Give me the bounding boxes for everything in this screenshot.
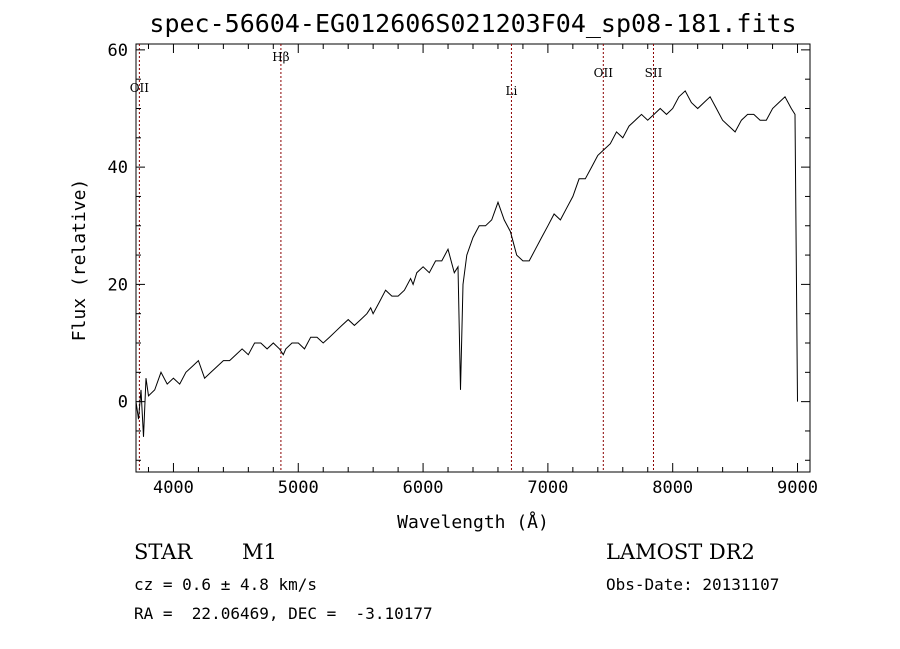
spectral-line-label: SII (645, 66, 663, 80)
spectral-line-label: Li (506, 84, 518, 98)
plot-area (135, 43, 811, 473)
y-tick-label: 0 (118, 393, 128, 413)
x-tick-label: 8000 (652, 478, 693, 498)
x-tick-label: 9000 (777, 478, 818, 498)
spectral-line-label: Hβ (272, 50, 289, 64)
chart-title: spec-56604-EG012606S021203F04_sp08-181.f… (149, 9, 796, 38)
x-tick-label: 7000 (527, 478, 568, 498)
redshift-cz: cz = 0.6 ± 4.8 km/s (134, 575, 318, 594)
y-axis-label: Flux (relative) (69, 179, 90, 342)
x-axis-label: Wavelength (Å) (397, 511, 549, 533)
observation-date: Obs-Date: 20131107 (606, 575, 780, 594)
y-tick-label: 40 (108, 158, 128, 178)
y-tick-label: 20 (108, 275, 128, 295)
ra-dec-coordinates: RA = 22.06469, DEC = -3.10177 (134, 604, 433, 623)
x-tick-label: 4000 (153, 478, 194, 498)
object-subclass: M1 (242, 540, 277, 564)
x-tick-label: 6000 (403, 478, 444, 498)
spectral-line-label: OII (130, 81, 150, 95)
spectral-line-label: OII (594, 66, 614, 80)
survey-name: LAMOST DR2 (606, 540, 755, 564)
object-class: STAR (134, 540, 193, 564)
y-tick-label: 60 (108, 41, 128, 61)
x-tick-label: 5000 (278, 478, 319, 498)
spectrum-line (135, 90, 798, 437)
